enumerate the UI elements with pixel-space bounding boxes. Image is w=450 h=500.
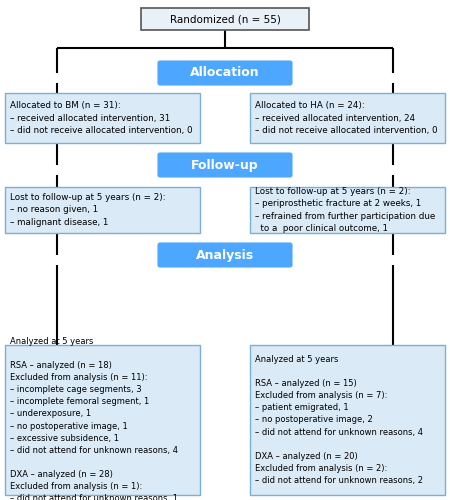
FancyBboxPatch shape [158, 62, 292, 84]
Text: Allocation: Allocation [190, 66, 260, 80]
FancyBboxPatch shape [250, 187, 445, 233]
Text: Follow-up: Follow-up [191, 158, 259, 172]
FancyBboxPatch shape [250, 93, 445, 143]
Text: Lost to follow-up at 5 years (n = 2):
– periprosthetic fracture at 2 weeks, 1
– : Lost to follow-up at 5 years (n = 2): – … [255, 188, 435, 232]
Text: Randomized (n = 55): Randomized (n = 55) [170, 14, 280, 24]
FancyBboxPatch shape [5, 187, 200, 233]
FancyBboxPatch shape [5, 93, 200, 143]
Text: Allocated to BM (n = 31):
– received allocated intervention, 31
– did not receiv: Allocated to BM (n = 31): – received all… [10, 102, 193, 134]
Text: Lost to follow-up at 5 years (n = 2):
– no reason given, 1
– malignant disease, : Lost to follow-up at 5 years (n = 2): – … [10, 194, 166, 226]
FancyBboxPatch shape [5, 345, 200, 495]
FancyBboxPatch shape [250, 345, 445, 495]
FancyBboxPatch shape [158, 244, 292, 266]
Text: Analyzed at 5 years

RSA – analyzed (n = 18)
Excluded from analysis (n = 11):
– : Analyzed at 5 years RSA – analyzed (n = … [10, 336, 178, 500]
Text: Analyzed at 5 years

RSA – analyzed (n = 15)
Excluded from analysis (n = 7):
– p: Analyzed at 5 years RSA – analyzed (n = … [255, 355, 423, 485]
FancyBboxPatch shape [141, 8, 309, 30]
FancyBboxPatch shape [158, 154, 292, 176]
Text: Analysis: Analysis [196, 248, 254, 262]
Text: Allocated to HA (n = 24):
– received allocated intervention, 24
– did not receiv: Allocated to HA (n = 24): – received all… [255, 102, 437, 134]
